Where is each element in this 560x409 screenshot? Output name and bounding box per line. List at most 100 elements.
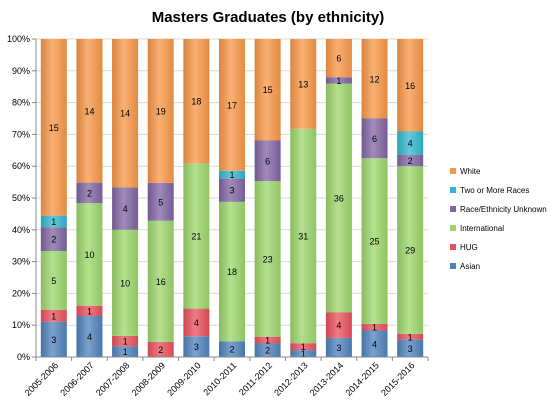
- bar-segment-white: [325, 39, 352, 78]
- y-tick-label: 10%: [12, 320, 30, 330]
- data-label: 1: [372, 323, 377, 333]
- data-label: 3: [51, 335, 56, 345]
- data-label: 21: [191, 232, 201, 242]
- data-label: 3: [336, 343, 341, 353]
- legend-label: International: [460, 224, 504, 233]
- bar-segment-hug: [76, 305, 103, 316]
- y-tick-label: 100%: [7, 34, 30, 44]
- legend-item-white: White: [450, 167, 481, 176]
- bar-stack-2013-2014: 3 4 36 1 6: [325, 39, 352, 357]
- data-label: 5: [51, 276, 56, 286]
- bar-segment-international: [361, 158, 388, 324]
- data-label: 1: [51, 217, 56, 227]
- bar-segment-international: [397, 166, 424, 334]
- legend: White Two or More Races Race/Ethnicity Unk…: [450, 167, 547, 271]
- bar-segment-white: [219, 39, 245, 171]
- bar-segment-asian: [40, 321, 67, 357]
- bar-segment-two-or-more-races: [397, 131, 424, 155]
- y-tick-label: 20%: [12, 288, 30, 298]
- bar-segment-asian: [219, 341, 245, 357]
- bar-segment-international: [112, 229, 139, 336]
- bar-segment-asian: [183, 336, 210, 357]
- data-label: 2: [51, 235, 56, 245]
- y-axis: 0% 10% 20% 30% 40% 50% 60% 70% 80% 90% 100%: [7, 34, 37, 362]
- x-tick-label: 2010-2011: [201, 360, 238, 397]
- legend-label: HUG: [460, 243, 478, 252]
- legend-item-two-or-more-races: Two or More Races: [450, 186, 529, 195]
- bar-segment-race-ethnicity-unknown: [397, 154, 424, 167]
- x-tick-label: 2008-2009: [130, 360, 168, 398]
- bar-segment-hug: [361, 323, 388, 331]
- bar-segment-hug: [147, 341, 174, 357]
- bar-segment-hug: [183, 308, 210, 337]
- x-axis: 2005-20062006-20072007-20082008-20092009…: [23, 356, 429, 398]
- data-label: 6: [372, 134, 377, 144]
- y-tick-label: 70%: [12, 129, 30, 139]
- bar-segment-white: [112, 39, 139, 188]
- data-label: 1: [301, 349, 306, 359]
- bar-segment-international: [40, 251, 67, 310]
- y-tick-label: 50%: [12, 193, 30, 203]
- x-tick-label: 2011-2012: [237, 360, 274, 397]
- bar-stack-2009-2010: 3 4 21 18: [183, 39, 210, 357]
- data-label: 3: [229, 186, 234, 196]
- data-label: 17: [227, 100, 237, 110]
- data-label: 1: [123, 337, 128, 347]
- bar-segment-international: [76, 203, 103, 306]
- bar-segment-hug: [397, 333, 424, 340]
- legend-item-asian: Asian: [450, 262, 480, 271]
- bar-segment-hug: [40, 309, 67, 322]
- legend-item-hug: HUG: [450, 243, 478, 252]
- bar-segment-international: [254, 181, 281, 337]
- bar-segment-white: [397, 39, 424, 132]
- data-label: 2: [87, 188, 92, 198]
- data-label: 10: [84, 250, 94, 260]
- bar-segment-hug: [112, 335, 139, 347]
- data-label: 10: [120, 278, 130, 288]
- data-label: 16: [156, 277, 166, 287]
- bar-segment-race-ethnicity-unknown: [361, 118, 388, 159]
- data-label: 1: [301, 342, 306, 352]
- data-label: 2: [229, 345, 234, 355]
- legend-swatch: [450, 225, 456, 231]
- data-label: 3: [194, 342, 199, 352]
- legend-swatch: [450, 244, 456, 250]
- bar-segment-international: [219, 201, 245, 342]
- bar-segment-race-ethnicity-unknown: [325, 77, 352, 84]
- y-tick-label: 30%: [12, 257, 30, 267]
- y-tick-label: 90%: [12, 66, 30, 76]
- legend-item-race-ethnicity-unknown: Race/Ethnicity Unknown: [450, 205, 547, 214]
- data-label: 1: [336, 76, 341, 86]
- bar-stack-2014-2015: 4 1 25 6 12: [361, 39, 388, 357]
- data-label: 6: [336, 54, 341, 64]
- data-label: 4: [408, 139, 413, 149]
- bar-segment-race-ethnicity-unknown: [254, 140, 281, 182]
- bar-segment-white: [183, 39, 210, 164]
- data-label: 1: [123, 347, 128, 357]
- bar-segment-race-ethnicity-unknown: [112, 187, 139, 230]
- data-label: 25: [370, 237, 380, 247]
- data-label: 31: [298, 232, 308, 242]
- x-tick-label: 2006-2007: [58, 360, 96, 398]
- bar-segment-international: [325, 83, 352, 313]
- bar-segment-international: [147, 220, 174, 342]
- chart-title: Masters Graduates (by ethnicity): [152, 9, 385, 26]
- bar-segment-asian: [254, 343, 281, 357]
- bar-segment-international: [183, 163, 210, 309]
- data-label: 4: [336, 321, 341, 331]
- bar-segment-hug: [290, 343, 317, 351]
- data-label: 13: [298, 79, 308, 89]
- legend-swatch: [450, 263, 456, 269]
- bar-segment-asian: [290, 350, 317, 357]
- y-tick-label: 40%: [12, 225, 30, 235]
- data-label: 1: [265, 336, 270, 346]
- data-label: 29: [405, 246, 415, 256]
- data-label: 16: [405, 81, 415, 91]
- bars: 3152115411021411104142165193421182183117…: [40, 39, 424, 359]
- bar-segment-race-ethnicity-unknown: [76, 182, 103, 204]
- legend-item-international: International: [450, 224, 504, 233]
- x-tick-label: 2014-2015: [343, 360, 381, 398]
- bar-segment-asian: [112, 346, 139, 357]
- data-label: 15: [49, 123, 59, 133]
